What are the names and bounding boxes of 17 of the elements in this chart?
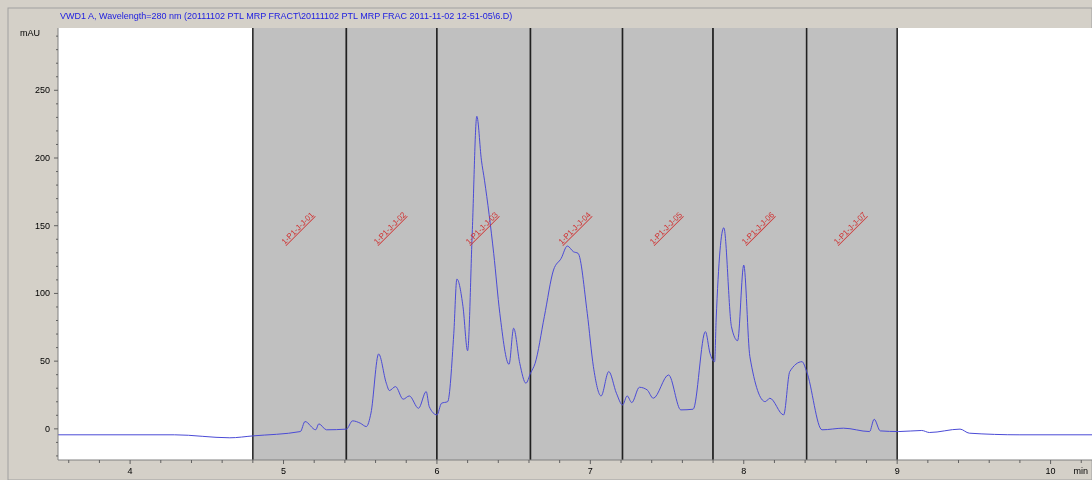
chart-title: VWD1 A, Wavelength=280 nm (20111102 PTL MRP FRACT\20111102 PTL MRP FRAC 2011-11-02 12-51-05\6.D): [60, 11, 513, 21]
x-tick-label: 4: [127, 466, 133, 476]
x-tick-label: 6: [434, 466, 440, 476]
y-tick-label: 50: [39, 356, 50, 367]
y-tick-label: 250: [34, 85, 50, 96]
line-series: [58, 115, 1092, 439]
x-tick-label: 7: [587, 466, 593, 476]
x-tick-label: 8: [741, 466, 747, 476]
y-tick-label: 100: [34, 288, 50, 299]
x-tick-label: 9: [894, 466, 900, 476]
y-axis-title: mAU: [20, 28, 40, 38]
x-tick-label: 10: [1045, 466, 1056, 476]
y-tick-label: 150: [34, 220, 50, 231]
x-tick-label: 5: [281, 466, 287, 476]
y-tick-label: 200: [34, 153, 50, 164]
y-tick-label: 0: [44, 423, 50, 434]
x-axis-title: min: [1073, 466, 1088, 476]
